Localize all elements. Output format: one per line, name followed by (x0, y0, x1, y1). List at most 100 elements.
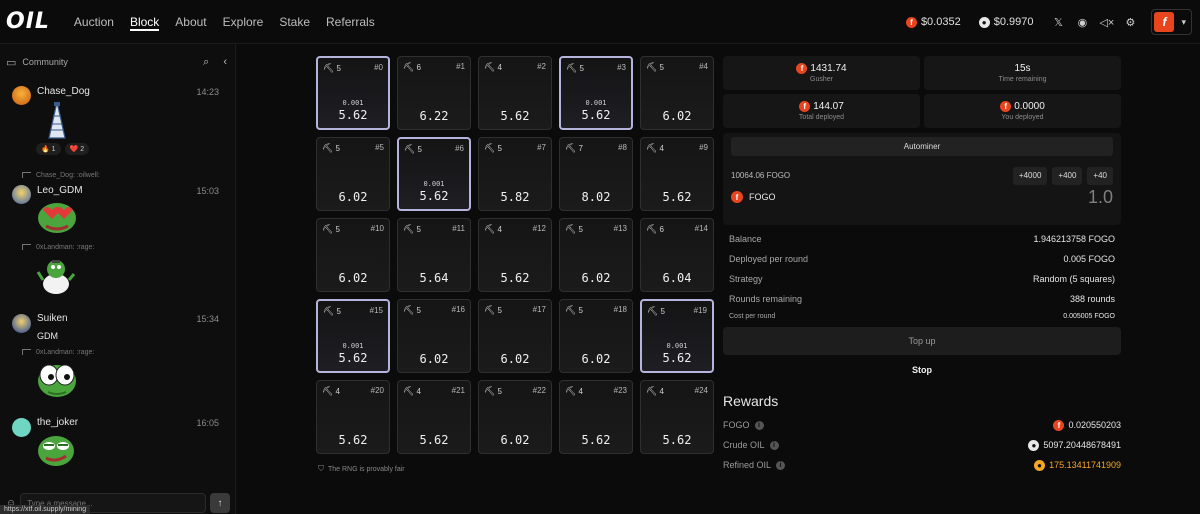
oil-logo[interactable]: OIL (6, 9, 50, 34)
reply-reference[interactable]: 0xLandman: :rage: (22, 349, 94, 356)
grid-tile[interactable]: ⛏ 5 #4 6.02 (640, 56, 714, 130)
grid-tile[interactable]: ⛏ 5 #10 6.02 (316, 218, 390, 292)
reply-reference[interactable]: 0xLandman: :rage: (22, 244, 94, 251)
pepe-big-eyes-sticker (38, 364, 76, 397)
miner-count-value: 5 (578, 225, 583, 234)
amount-input[interactable]: 1.0 (1087, 187, 1113, 207)
pickaxe-icon: ⛏ (484, 143, 496, 153)
sound-off-icon[interactable]: ◁× (1099, 16, 1115, 29)
grid-tile[interactable]: ⛏ 6 #14 6.04 (640, 218, 714, 292)
tile-value: 8.02 (581, 190, 611, 204)
grid-tile[interactable]: ⛏ 5 #22 6.02 (478, 380, 552, 454)
grid-tile[interactable]: ⛏ 4 #2 5.62 (478, 56, 552, 130)
message-username[interactable]: the_joker (37, 417, 79, 428)
send-button[interactable]: ↑ (210, 493, 230, 513)
gusher-stat: f 1431.74 Gusher (723, 56, 920, 90)
grid-tile[interactable]: ⛏ 5 #16 6.02 (397, 299, 471, 373)
grid-tile[interactable]: ⛏ 5 #17 6.02 (478, 299, 552, 373)
reaction-fire[interactable]: 🔥 1 (36, 143, 61, 155)
reaction-heart[interactable]: ❤️ 2 (64, 143, 90, 155)
miner-count-value: 5 (335, 144, 340, 153)
wallet-button[interactable]: f ▾ (1151, 9, 1192, 35)
block-grid: ⛏ 5 #0 0.001 5.62 ⛏ 6 #1 6.22 ⛏ 4 #2 5.62 ⛏ 5 #3 0.001 5.… (316, 56, 716, 454)
grid-tile[interactable]: ⛏ 5 #15 0.001 5.62 (316, 299, 390, 373)
grid-tile[interactable]: ⛏ 5 #13 6.02 (559, 218, 633, 292)
miner-count-value: 5 (578, 306, 583, 315)
autominer-tab[interactable]: Autominer (731, 137, 1113, 156)
avatar (12, 314, 31, 333)
reward-value: 0.020550203 (1068, 420, 1121, 430)
info-icon[interactable]: i (769, 440, 779, 450)
nav-referrals[interactable]: Referrals (326, 14, 375, 29)
stop-button[interactable]: Stop (912, 365, 932, 375)
add-4000-button[interactable]: +4000 (1012, 167, 1048, 185)
nav-explore[interactable]: Explore (222, 14, 264, 29)
token-selector[interactable]: f FOGO (731, 191, 776, 203)
message-username[interactable]: Chase_Dog (37, 86, 90, 97)
grid-tile[interactable]: ⛏ 5 #6 0.001 5.62 (397, 137, 471, 211)
search-icon[interactable]: ⌕ (203, 55, 210, 68)
add-40-button[interactable]: +40 (1087, 167, 1113, 185)
oil-price-value: $0.9970 (993, 16, 1034, 28)
tile-number: #20 (370, 386, 384, 395)
nav-stake[interactable]: Stake (279, 14, 311, 29)
grid-tile[interactable]: ⛏ 5 #5 6.02 (316, 137, 390, 211)
grid-tile[interactable]: ⛏ 5 #18 6.02 (559, 299, 633, 373)
reward-value: 5097.20448678491 (1043, 440, 1121, 450)
miner-count: ⛏ 4 (565, 386, 583, 397)
nav-block[interactable]: Block (122, 0, 167, 44)
miner-count-value: 5 (497, 387, 502, 396)
grid-tile[interactable]: ⛏ 5 #0 0.001 5.62 (316, 56, 390, 130)
fogo-coin-icon: f (796, 63, 808, 74)
grid-tile[interactable]: ⛏ 4 #21 5.62 (397, 380, 471, 454)
pickaxe-icon: ⛏ (565, 143, 577, 153)
reply-reference[interactable]: Chase_Dog: :oilwell: (22, 172, 100, 179)
settings-icon[interactable]: ⚙ (1125, 16, 1136, 29)
miner-count-value: 6 (659, 225, 664, 234)
grid-tile[interactable]: ⛏ 4 #23 5.62 (559, 380, 633, 454)
tile-number: #11 (452, 224, 465, 233)
grid-tile[interactable]: ⛏ 6 #1 6.22 (397, 56, 471, 130)
round-panel: f 1431.74 Gusher 15s Time remaining f 144.… (723, 56, 1121, 475)
tile-number: #10 (370, 224, 384, 233)
collapse-sidebar-icon[interactable]: ‹ (223, 56, 227, 68)
discord-icon[interactable]: ◉ (1077, 16, 1088, 29)
nav-auction[interactable]: Auction (73, 14, 114, 29)
miner-count-value: 5 (660, 307, 665, 316)
message-username[interactable]: Suiken (37, 313, 68, 324)
tile-number: #8 (618, 143, 627, 152)
miner-count-value: 5 (335, 225, 340, 234)
grid-tile[interactable]: ⛏ 4 #12 5.62 (478, 218, 552, 292)
x-icon[interactable]: 𝕏 (1054, 16, 1063, 29)
grid-tile[interactable]: ⛏ 4 #24 5.62 (640, 380, 714, 454)
miner-count: ⛏ 5 (484, 386, 502, 397)
grid-tile[interactable]: ⛏ 7 #8 8.02 (559, 137, 633, 211)
tile-value: 5.62 (338, 108, 368, 122)
pepe-heart-eyes-sticker (38, 203, 76, 233)
nav-about[interactable]: About (175, 14, 207, 29)
tile-value: 6.02 (500, 433, 530, 447)
grid-tile[interactable]: ⛏ 4 #9 5.62 (640, 137, 714, 211)
pickaxe-icon: ⛏ (565, 305, 577, 315)
tile-value: 5.62 (662, 351, 692, 365)
detail-value: 388 rounds (1069, 294, 1115, 304)
grid-tile[interactable]: ⛏ 5 #11 5.64 (397, 218, 471, 292)
info-icon[interactable]: i (754, 420, 764, 430)
grid-tile[interactable]: ⛏ 5 #19 0.001 5.62 (640, 299, 714, 373)
grid-tile[interactable]: ⛏ 5 #7 5.82 (478, 137, 552, 211)
grid-tile[interactable]: ⛏ 4 #20 5.62 (316, 380, 390, 454)
info-icon[interactable]: i (776, 460, 786, 470)
reward-label: Crude OIL (723, 440, 765, 450)
emoji-icon[interactable]: ☺ (6, 497, 17, 509)
grid-tile[interactable]: ⛏ 5 #3 0.001 5.62 (559, 56, 633, 130)
tile-number: #3 (617, 63, 626, 72)
miner-count-value: 4 (659, 144, 664, 153)
message-username[interactable]: Leo_GDM (37, 185, 83, 196)
tile-number: #2 (537, 62, 546, 71)
fogo-coin-icon: f (1000, 101, 1012, 112)
tile-value: 6.02 (581, 271, 611, 285)
top-up-button[interactable]: Top up (723, 327, 1121, 355)
add-400-button[interactable]: +400 (1052, 167, 1083, 185)
message-time: 14:23 (196, 87, 219, 97)
